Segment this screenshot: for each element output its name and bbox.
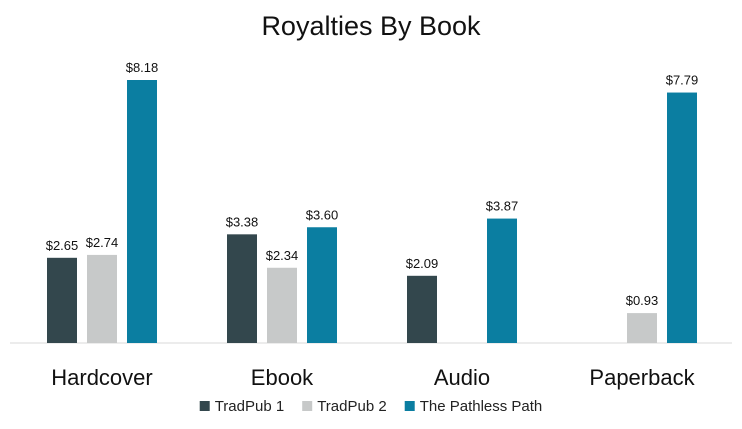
category-labels-layer: Hardcover Ebook Audio Paperback — [51, 365, 695, 390]
value-label-ebook-the-pathless-path: $3.60 — [306, 207, 339, 222]
legend: TradPub 1 TradPub 2 The Pathless Path — [199, 398, 543, 415]
value-label-audio-the-pathless-path: $3.87 — [486, 199, 519, 214]
value-label-ebook-tradpub-1: $3.38 — [226, 214, 259, 229]
bars-layer — [47, 80, 697, 343]
value-label-ebook-tradpub-2: $2.34 — [266, 248, 299, 263]
bar-hardcover-the-pathless-path — [127, 80, 157, 343]
bar-ebook-the-pathless-path — [307, 227, 337, 343]
value-label-hardcover-the-pathless-path: $8.18 — [126, 60, 159, 75]
value-label-hardcover-tradpub-2: $2.74 — [86, 235, 119, 250]
bar-ebook-tradpub-1 — [227, 234, 257, 343]
legend-item-the-pathless-path: The Pathless Path — [404, 398, 543, 415]
bar-audio-the-pathless-path — [487, 218, 517, 343]
value-label-paperback-the-pathless-path: $7.79 — [666, 73, 699, 88]
legend-swatch-tradpub-2 — [302, 401, 313, 411]
bar-ebook-tradpub-2 — [267, 267, 297, 343]
legend-label-tradpub-2: TradPub 2 — [317, 398, 387, 415]
category-label-audio: Audio — [434, 365, 490, 390]
legend-swatch-the-pathless-path — [404, 401, 415, 411]
category-label-paperback: Paperback — [589, 365, 695, 390]
legend-label-the-pathless-path: The Pathless Path — [420, 398, 543, 415]
bar-audio-tradpub-1 — [407, 275, 437, 343]
category-label-hardcover: Hardcover — [51, 365, 152, 390]
bar-hardcover-tradpub-2 — [87, 254, 117, 343]
category-label-ebook: Ebook — [251, 365, 314, 390]
value-label-hardcover-tradpub-1: $2.65 — [46, 238, 79, 253]
chart-title: Royalties By Book — [261, 11, 481, 41]
bar-hardcover-tradpub-1 — [47, 257, 77, 343]
legend-swatch-tradpub-1 — [199, 401, 210, 411]
bar-paperback-the-pathless-path — [667, 92, 697, 343]
bar-paperback-tradpub-2 — [627, 313, 657, 343]
legend-item-tradpub-2: TradPub 2 — [302, 398, 387, 415]
legend-label-tradpub-1: TradPub 1 — [215, 398, 285, 415]
value-label-audio-tradpub-1: $2.09 — [406, 256, 439, 271]
value-label-paperback-tradpub-2: $0.93 — [626, 293, 659, 308]
legend-item-tradpub-1: TradPub 1 — [199, 398, 285, 415]
value-labels-layer: $2.65 $2.74 $8.18 $3.38 $2.34 $3.60 $2.09 $3.87… — [46, 60, 699, 308]
